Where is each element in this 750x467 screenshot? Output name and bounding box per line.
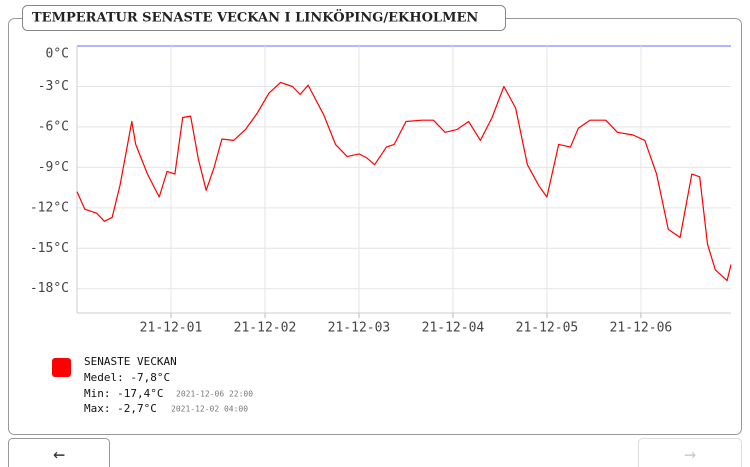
plot: 0°C -3°C -6°C -9°C -12°C -15°C -18°C 21-12-01 21…: [30, 45, 732, 336]
stat-max: Max: -2,7°C: [84, 402, 157, 415]
y-tick-label: -18°C: [30, 281, 69, 296]
next-label[interactable]: →: [684, 442, 696, 466]
y-tick-label: -15°C: [30, 241, 69, 256]
x-tick-label: 21-12-05: [516, 321, 579, 336]
y-tick-label: -3°C: [38, 79, 69, 94]
x-tick-label: 21-12-04: [422, 321, 485, 336]
x-tick-label: 21-12-06: [610, 321, 673, 336]
prev-button[interactable]: [8, 438, 110, 467]
line: [76, 81, 732, 282]
stat-min-time: 2021-12-06 22:00: [176, 390, 253, 399]
title-box: [22, 5, 506, 31]
x-tick-label: 21-12-01: [140, 321, 203, 336]
chart-title: TEMPERATUR SENASTE VECKAN I LINKÖPING/EK…: [32, 9, 478, 26]
stat-max-time: 2021-12-02 04:00: [171, 405, 248, 414]
y-tick-label: -9°C: [38, 160, 69, 175]
legend-label: SENASTE VECKAN: [84, 355, 177, 368]
y-tick-label: -6°C: [38, 119, 69, 134]
prev-label[interactable]: ←: [53, 442, 65, 466]
y-tick-label: 0°C: [46, 47, 69, 62]
stat-min: Min: -17,4°C: [84, 387, 163, 400]
stat-mean: Medel: -7,8°C: [84, 371, 170, 384]
next-button[interactable]: [638, 438, 742, 467]
x-tick-label: 21-12-03: [328, 321, 391, 336]
legend-swatch: [52, 358, 71, 377]
y-tick-label: -12°C: [30, 200, 69, 215]
x-tick-label: 21-12-02: [234, 321, 297, 336]
